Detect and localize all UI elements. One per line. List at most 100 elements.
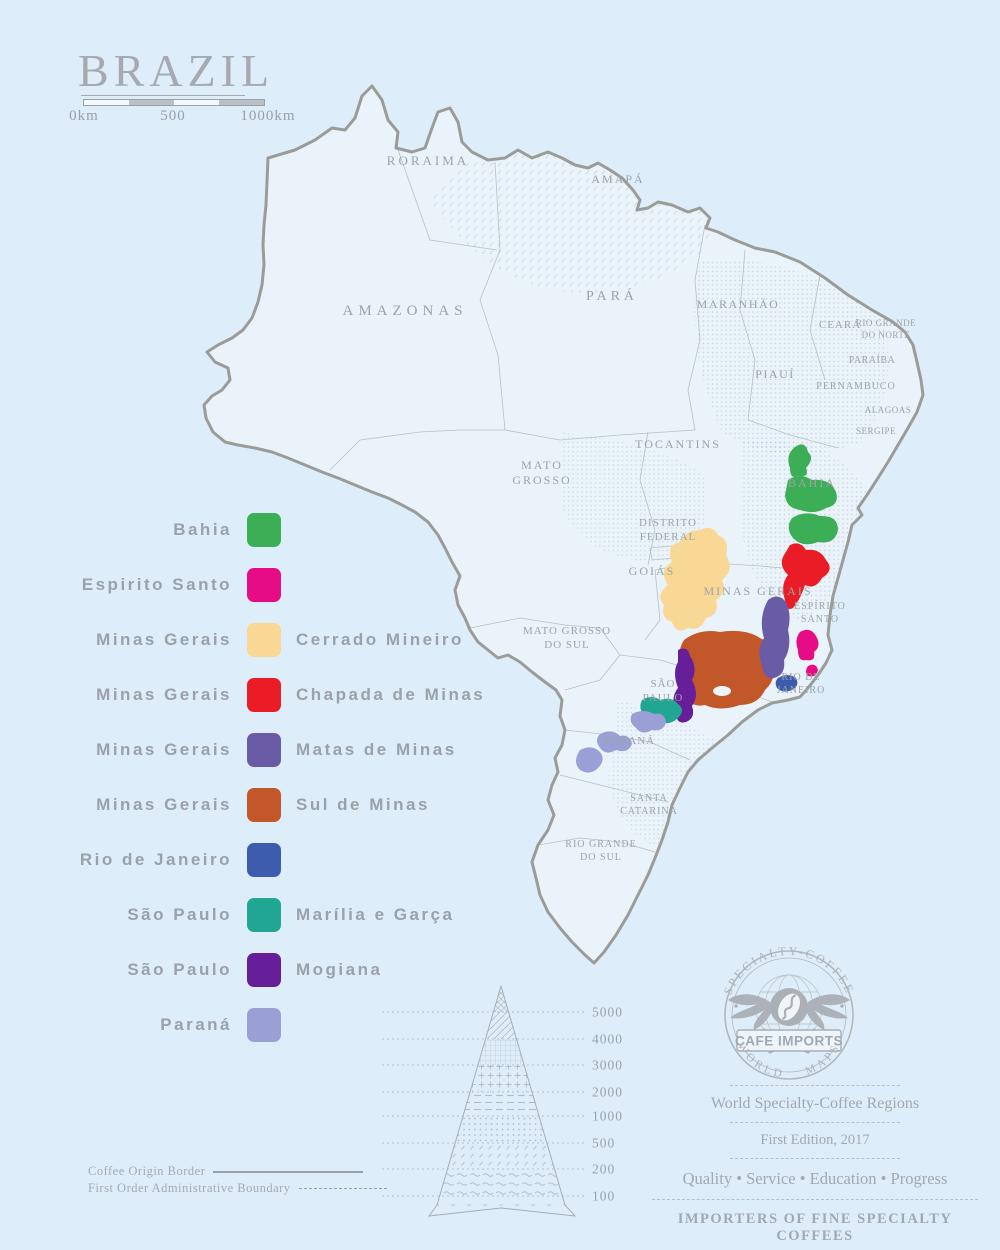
boundary-key: Coffee Origin Border First Order Adminis… bbox=[88, 1163, 387, 1197]
logo-banner bbox=[736, 1029, 842, 1052]
state-label: ESPÍRITO SANTO bbox=[794, 600, 846, 625]
state-label: RIO GRANDE DO SUL bbox=[565, 839, 636, 863]
legend-row-rio-de-janeiro: Rio de Janeiro bbox=[72, 843, 485, 877]
legend-region-label: Chapada de Minas bbox=[296, 685, 486, 704]
legend-row-sul-de-minas: Minas Gerais Sul de Minas bbox=[72, 788, 485, 822]
legend-row-cerrado-mineiro: Minas Gerais Cerrado Mineiro bbox=[72, 623, 485, 657]
legend-swatch-parana bbox=[247, 1008, 281, 1042]
divider bbox=[730, 1085, 900, 1086]
legend-state-label: Minas Gerais bbox=[96, 685, 232, 704]
legend-state-label: Espirito Santo bbox=[81, 575, 232, 594]
legend-row-parana: Paraná bbox=[72, 1008, 485, 1042]
credits-series-title: World Specialty-Coffee Regions bbox=[710, 1095, 920, 1112]
state-label: PIAUÍ bbox=[755, 367, 795, 381]
coffee-region-sul bbox=[679, 630, 774, 709]
state-label: MATO GROSSO DO SUL bbox=[523, 625, 611, 651]
elevation-label: 100 bbox=[592, 1189, 615, 1204]
state-label: SANTA CATARINA bbox=[620, 793, 678, 817]
coffee-region-bahia-3 bbox=[788, 513, 838, 545]
map-title: BRAZIL bbox=[78, 45, 275, 96]
state-label: SERGIPE bbox=[856, 426, 896, 436]
scale-segment bbox=[84, 100, 129, 105]
logo-inner-ring bbox=[731, 957, 847, 1073]
state-label: AMAZONAS bbox=[342, 303, 467, 319]
state-label: CEARÁ bbox=[819, 319, 861, 331]
state-label: PARÁ bbox=[586, 287, 638, 304]
coffee-region-parana-3 bbox=[576, 747, 603, 773]
legend-state-label: Paraná bbox=[160, 1015, 232, 1034]
scale-bar bbox=[83, 99, 265, 106]
lake bbox=[713, 686, 731, 696]
legend-state-label: Bahia bbox=[173, 520, 232, 539]
state-label: SÃO PAULO bbox=[643, 678, 684, 704]
legend-region-label: Cerrado Mineiro bbox=[296, 630, 464, 649]
state-label: TOCANTINS bbox=[635, 437, 721, 451]
state-label: MATO GROSSO bbox=[512, 458, 571, 487]
elevation-label: 3000 bbox=[592, 1058, 623, 1073]
legend-region-label: Marília e Garça bbox=[296, 905, 455, 924]
scale-label-1000: 1000km bbox=[240, 108, 296, 124]
state-label: MARANHÃO bbox=[697, 297, 780, 311]
state-label: AMAPÁ bbox=[591, 172, 644, 186]
state-labels: RORAIMA AMAPÁ AMAZONAS PARÁ MARANHÃO PIAUÍ CEA… bbox=[342, 153, 916, 863]
coffee-region-cerrado bbox=[660, 527, 730, 631]
elevation-label: 2000 bbox=[592, 1085, 623, 1100]
legend-state-label: São Paulo bbox=[127, 905, 232, 924]
state-label: RIO GRANDE DO NORTE bbox=[856, 318, 916, 340]
legend-swatch-cerrado-mineiro bbox=[247, 623, 281, 657]
legend-swatch-mogiana bbox=[247, 953, 281, 987]
state-label: ALAGOAS bbox=[865, 405, 912, 415]
key-row-origin: Coffee Origin Border bbox=[88, 1163, 387, 1180]
legend-swatch-matas-de-minas bbox=[247, 733, 281, 767]
elevation-label: 500 bbox=[592, 1136, 615, 1151]
divider bbox=[652, 1199, 978, 1200]
legend-swatch-marilia-e-garca bbox=[247, 898, 281, 932]
title-underline bbox=[81, 95, 245, 96]
state-label: BAHIA bbox=[788, 476, 836, 490]
elevation-label: 200 bbox=[592, 1162, 615, 1177]
coffee-region-mogiana bbox=[673, 648, 696, 723]
state-label: MINAS GERAIS bbox=[703, 584, 812, 598]
coffee-leaves-icon bbox=[728, 994, 850, 1030]
scale-segment bbox=[219, 100, 264, 105]
legend-state-label: Minas Gerais bbox=[96, 630, 232, 649]
legend-row-marilia-e-garca: São Paulo Marília e Garça bbox=[72, 898, 485, 932]
key-row-admin: First Order Administrative Boundary bbox=[88, 1180, 387, 1197]
credits-block: World Specialty-Coffee Regions First Edi… bbox=[650, 1085, 980, 1245]
legend: Bahia Espirito Santo Minas Gerais Cerrado M… bbox=[72, 513, 485, 1063]
scale-segment bbox=[174, 100, 219, 105]
scale-segment bbox=[129, 100, 174, 105]
state-label: PARAÍBA bbox=[849, 354, 896, 366]
origin-border-label: Coffee Origin Border bbox=[88, 1164, 206, 1178]
legend-region-label: Mogiana bbox=[296, 960, 383, 979]
legend-swatch-espirito-santo bbox=[247, 568, 281, 602]
coffee-region-parana-1 bbox=[630, 711, 666, 733]
coffee-region-matas bbox=[759, 596, 790, 679]
scale-label-500: 500 bbox=[160, 108, 186, 124]
legend-swatch-bahia bbox=[247, 513, 281, 547]
admin-boundary-label: First Order Administrative Boundary bbox=[88, 1181, 291, 1195]
legend-state-label: Rio de Janeiro bbox=[79, 850, 232, 869]
legend-swatch-chapada-de-minas bbox=[247, 678, 281, 712]
coffee-bean-icon bbox=[770, 988, 808, 1026]
legend-swatch-sul-de-minas bbox=[247, 788, 281, 822]
scale-label-0: 0km bbox=[69, 108, 99, 124]
credits-edition: First Edition, 2017 bbox=[760, 1132, 870, 1148]
cafe-imports-logo: CAFE IMPORTS SPECIALTY-COFFEE WORLD MAPS bbox=[721, 944, 855, 1081]
coffee-region-bahia-1 bbox=[788, 444, 812, 477]
credits-motto: Quality • Service • Education • Progress bbox=[682, 1169, 948, 1188]
elevation-label: 5000 bbox=[592, 1005, 623, 1020]
coffee-region-espirito-2 bbox=[806, 664, 818, 677]
divider bbox=[730, 1122, 900, 1123]
legend-region-label: Sul de Minas bbox=[296, 795, 430, 814]
legend-row-chapada-de-minas: Minas Gerais Chapada de Minas bbox=[72, 678, 485, 712]
coffee-region-parana-2 bbox=[597, 731, 632, 753]
divider bbox=[730, 1158, 900, 1159]
elevation-pyramid-outline bbox=[427, 984, 577, 1217]
state-label: DISTRITO FEDERAL bbox=[639, 517, 697, 543]
coffee-region-chapada bbox=[781, 543, 830, 609]
coffee-regions bbox=[576, 444, 838, 773]
legend-region-label: Matas de Minas bbox=[296, 740, 457, 759]
